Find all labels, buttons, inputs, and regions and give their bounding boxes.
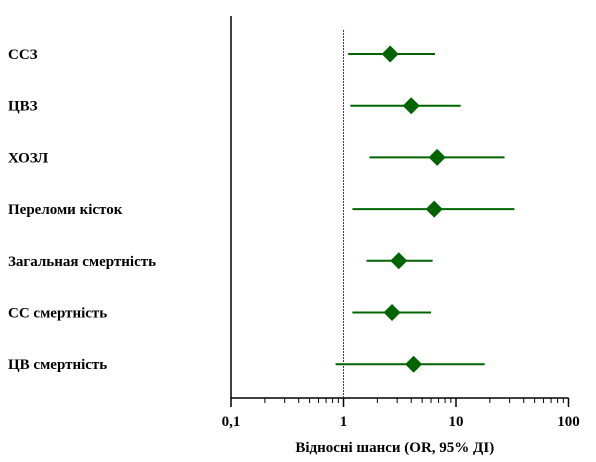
forest-row [352,200,515,218]
row-label: ЦВ смертність [8,357,107,373]
or-marker [405,355,423,373]
axes [230,16,569,399]
x-tick-label: 100 [557,414,580,430]
forest-row [350,97,461,115]
or-marker [381,45,399,63]
or-marker [428,148,446,166]
or-marker [390,252,408,270]
forest-row [369,148,505,166]
x-axis-title: Відносні шанси (OR, 95% ДІ) [295,440,494,456]
row-label: Загальная смертність [8,254,156,270]
or-marker [383,304,401,321]
or-marker [402,97,420,115]
row-label: ССЗ [8,47,38,63]
data-marks [335,45,515,373]
forest-row [352,304,432,321]
row-label: Переломи кісток [8,202,123,218]
row-label: СС смертність [8,306,107,322]
or-marker [425,200,443,218]
forest-row [366,252,433,270]
x-tick-label: 1 [340,414,348,430]
x-ticks: 0,1 1 10 100 [222,398,580,430]
x-tick-label: 10 [449,414,464,430]
x-tick-label: 0,1 [222,414,241,430]
category-labels: ССЗ ЦВЗ ХОЗЛ Переломи кісток Загальная смерт… [8,47,156,373]
forest-row [335,355,485,373]
row-label: ЦВЗ [8,99,38,115]
row-label: ХОЗЛ [8,150,48,166]
forest-row [348,45,435,63]
